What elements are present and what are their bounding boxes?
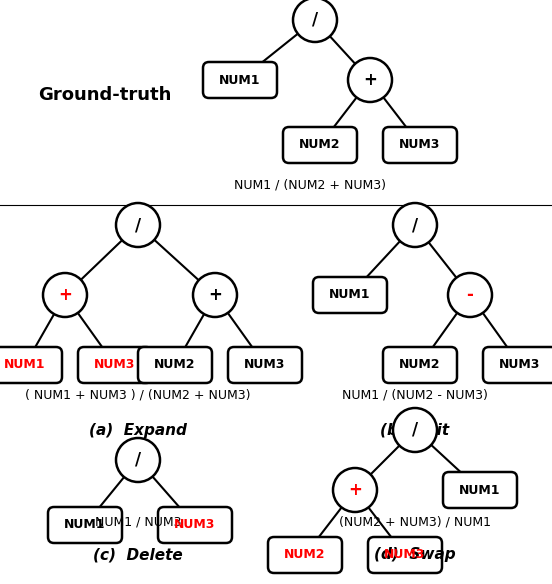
Circle shape [393, 408, 437, 452]
Text: NUM2: NUM2 [284, 548, 326, 561]
FancyBboxPatch shape [313, 277, 387, 313]
Text: (c)  Delete: (c) Delete [93, 548, 183, 562]
Circle shape [348, 58, 392, 102]
FancyBboxPatch shape [0, 347, 62, 383]
Text: +: + [208, 286, 222, 304]
Text: Ground-truth: Ground-truth [38, 86, 172, 104]
FancyBboxPatch shape [268, 537, 342, 573]
FancyBboxPatch shape [368, 537, 442, 573]
Text: +: + [348, 481, 362, 499]
Text: NUM1: NUM1 [4, 359, 46, 371]
Text: /: / [135, 451, 141, 469]
Text: NUM1: NUM1 [459, 484, 501, 496]
FancyBboxPatch shape [228, 347, 302, 383]
Text: NUM1 / (NUM2 + NUM3): NUM1 / (NUM2 + NUM3) [234, 179, 386, 192]
Circle shape [293, 0, 337, 42]
Circle shape [116, 203, 160, 247]
Text: /: / [412, 421, 418, 439]
Circle shape [393, 203, 437, 247]
FancyBboxPatch shape [383, 347, 457, 383]
FancyBboxPatch shape [138, 347, 212, 383]
FancyBboxPatch shape [443, 472, 517, 508]
FancyBboxPatch shape [203, 62, 277, 98]
Text: NUM1: NUM1 [219, 74, 261, 86]
Text: NUM2: NUM2 [154, 359, 196, 371]
FancyBboxPatch shape [158, 507, 232, 543]
Text: ( NUM1 + NUM3 ) / (NUM2 + NUM3): ( NUM1 + NUM3 ) / (NUM2 + NUM3) [25, 388, 251, 402]
FancyBboxPatch shape [78, 347, 152, 383]
Text: NUM1 / NUM3: NUM1 / NUM3 [95, 516, 181, 529]
Text: NUM3: NUM3 [384, 548, 426, 561]
Text: (NUM2 + NUM3) / NUM1: (NUM2 + NUM3) / NUM1 [339, 516, 491, 529]
Text: NUM2: NUM2 [399, 359, 440, 371]
FancyBboxPatch shape [48, 507, 122, 543]
Text: NUM1: NUM1 [64, 519, 106, 531]
Text: +: + [363, 71, 377, 89]
Text: (d)  Swap: (d) Swap [374, 548, 456, 562]
Circle shape [116, 438, 160, 482]
Circle shape [448, 273, 492, 317]
Text: /: / [312, 11, 318, 29]
Circle shape [333, 468, 377, 512]
Circle shape [193, 273, 237, 317]
Text: (b)  Edit: (b) Edit [380, 422, 449, 437]
Text: NUM3: NUM3 [245, 359, 286, 371]
Text: -: - [466, 286, 474, 304]
Text: NUM1: NUM1 [329, 288, 371, 301]
Text: +: + [58, 286, 72, 304]
Text: (a)  Expand: (a) Expand [89, 422, 187, 437]
Circle shape [43, 273, 87, 317]
FancyBboxPatch shape [283, 127, 357, 163]
Text: NUM2: NUM2 [299, 138, 341, 151]
Text: NUM3: NUM3 [399, 138, 440, 151]
Text: NUM1 / (NUM2 - NUM3): NUM1 / (NUM2 - NUM3) [342, 388, 488, 402]
FancyBboxPatch shape [383, 127, 457, 163]
Text: NUM3: NUM3 [500, 359, 541, 371]
Text: NUM3: NUM3 [94, 359, 136, 371]
FancyBboxPatch shape [483, 347, 552, 383]
Text: /: / [412, 216, 418, 234]
Text: NUM3: NUM3 [174, 519, 216, 531]
Text: /: / [135, 216, 141, 234]
